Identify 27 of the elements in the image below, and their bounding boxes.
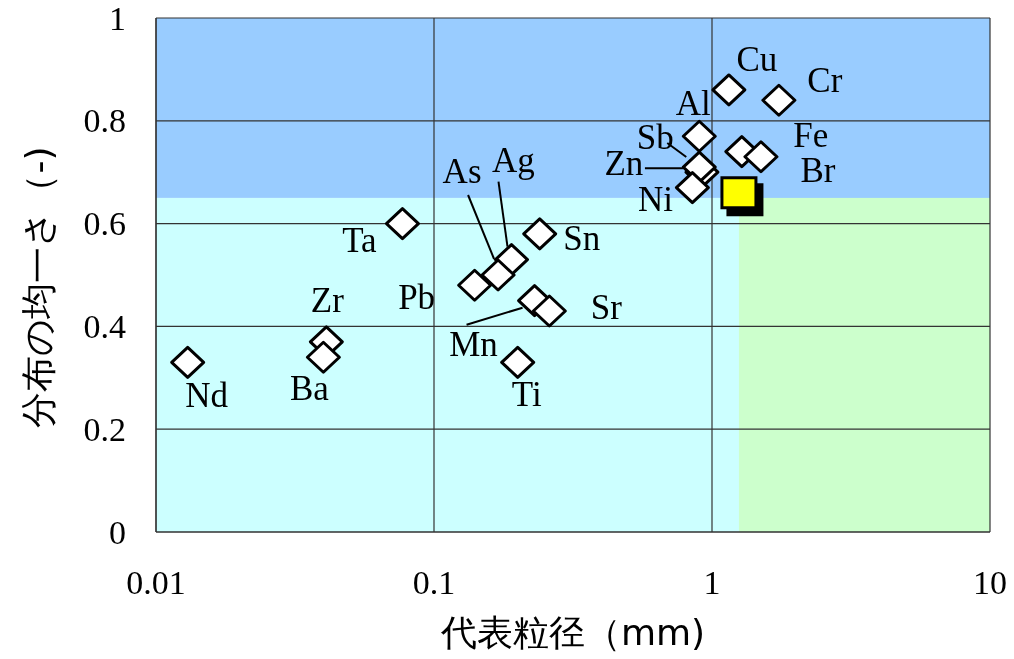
annotation: Zr: [310, 281, 345, 321]
annotation: As: [442, 151, 482, 191]
annotation: Ni: [637, 180, 674, 220]
y-tick-label: 0.2: [83, 410, 126, 448]
y-tick-label: 0.4: [83, 307, 126, 345]
x-tick-label: 0.1: [412, 564, 456, 601]
y-tick-label: 0.8: [83, 102, 126, 140]
annotation: Sn: [563, 219, 601, 259]
x-axis-title: 代表粒径（mm): [439, 611, 706, 653]
annotation: Ta: [342, 221, 378, 261]
x-tick-label: 10: [973, 564, 1007, 601]
annotation: Ba: [289, 368, 330, 408]
annotation: Cu: [736, 40, 778, 80]
y-axis-title: 分布の均一さ（-): [17, 146, 59, 428]
y-tick-label: 0: [109, 513, 126, 551]
x-tick-label: 0.01: [126, 564, 186, 601]
y-tick-label: 0.6: [83, 205, 126, 243]
annotation: Nd: [185, 375, 229, 415]
annotation: Ag: [492, 141, 535, 181]
x-tick-label: 1: [703, 564, 721, 601]
annotation: Al: [675, 83, 712, 123]
y-tick-label: 1: [109, 0, 126, 37]
annotation: Ti: [511, 374, 542, 414]
annotation: Mn: [449, 325, 498, 365]
annotation: Sr: [590, 288, 623, 328]
annotation: Cr: [807, 60, 843, 100]
annotation: Pb: [398, 277, 436, 317]
